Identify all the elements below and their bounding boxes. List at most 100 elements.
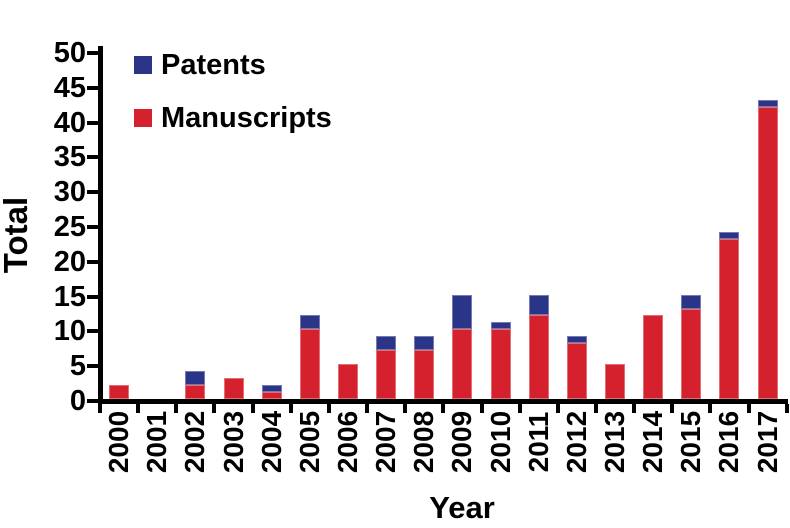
x-axis-tick-label: 2003 bbox=[217, 410, 249, 474]
y-axis-tick-label: 30 bbox=[53, 176, 86, 209]
bar-2006 bbox=[337, 364, 358, 399]
manuscripts-color-swatch bbox=[134, 109, 152, 127]
bar-2004 bbox=[261, 385, 282, 399]
bar-segment-manuscripts bbox=[719, 238, 740, 399]
bar-2007 bbox=[376, 336, 397, 399]
x-axis-tick bbox=[479, 404, 484, 413]
bar-2008 bbox=[414, 336, 435, 399]
x-axis-tick bbox=[746, 404, 751, 413]
x-axis-tick-label: 2012 bbox=[560, 410, 592, 474]
x-axis-tick bbox=[555, 404, 560, 413]
bar-segment-manuscripts bbox=[261, 392, 282, 399]
x-axis-tick bbox=[517, 404, 522, 413]
x-axis-tick bbox=[708, 404, 713, 413]
bar-segment-manuscripts bbox=[528, 315, 549, 399]
x-axis-tick bbox=[98, 404, 102, 413]
bar-2010 bbox=[490, 322, 511, 399]
y-axis-tick bbox=[87, 259, 99, 264]
bar-2015 bbox=[681, 294, 702, 399]
y-axis-tick bbox=[87, 85, 99, 90]
bar-segment-patents bbox=[452, 294, 473, 330]
x-axis-tick-label: 2001 bbox=[141, 410, 173, 474]
bar-segment-manuscripts bbox=[643, 315, 664, 399]
bar-segment-manuscripts bbox=[757, 106, 778, 399]
bar-segment-manuscripts bbox=[185, 385, 206, 399]
x-axis-tick-label: 2014 bbox=[637, 410, 669, 474]
y-axis-tick-label: 45 bbox=[53, 71, 86, 104]
x-axis-tick-label: 2011 bbox=[522, 411, 554, 473]
bar-segment-patents bbox=[185, 371, 206, 386]
y-axis-tick-label: 35 bbox=[53, 141, 86, 174]
bar-segment-patents bbox=[757, 99, 778, 107]
bar-segment-manuscripts bbox=[414, 350, 435, 399]
bar-segment-manuscripts bbox=[566, 343, 587, 399]
y-axis-tick bbox=[87, 120, 99, 125]
patents-color-swatch bbox=[134, 56, 152, 74]
y-axis-tick-label: 0 bbox=[69, 385, 86, 417]
legend-label-patents: Patents bbox=[161, 49, 266, 81]
x-axis-tick bbox=[326, 404, 331, 413]
bar-segment-manuscripts bbox=[337, 364, 358, 399]
x-axis-tick bbox=[136, 404, 141, 413]
y-axis-tick-label: 20 bbox=[53, 245, 86, 278]
y-axis-tick bbox=[87, 155, 99, 160]
y-axis-tick bbox=[87, 364, 99, 369]
bar-2014 bbox=[643, 315, 664, 399]
bar-segment-patents bbox=[528, 294, 549, 316]
y-axis-tick bbox=[87, 294, 99, 299]
y-axis-tick-label: 50 bbox=[53, 37, 86, 69]
bar-2003 bbox=[223, 378, 244, 399]
x-axis-tick-label: 2004 bbox=[255, 410, 287, 474]
x-axis-tick-label: 2015 bbox=[675, 410, 707, 474]
legend-item-manuscripts: Manuscripts bbox=[134, 102, 332, 134]
y-axis-tick-label: 40 bbox=[53, 106, 86, 139]
bar-2000 bbox=[109, 385, 130, 399]
x-axis-tick-label: 2006 bbox=[331, 410, 363, 474]
y-axis-tick-label: 5 bbox=[69, 350, 86, 383]
x-axis-tick bbox=[365, 404, 370, 413]
x-axis-tick bbox=[212, 404, 217, 413]
y-axis-tick bbox=[87, 399, 99, 403]
y-axis-line bbox=[98, 46, 103, 404]
x-axis-tick-label: 2016 bbox=[713, 410, 745, 474]
legend-label-manuscripts: Manuscripts bbox=[161, 102, 332, 134]
legend-item-patents: Patents bbox=[134, 49, 332, 81]
y-axis-tick bbox=[87, 329, 99, 334]
bar-2017 bbox=[757, 99, 778, 399]
x-axis-tick-label: 2007 bbox=[370, 410, 402, 474]
x-axis-tick bbox=[670, 404, 675, 413]
bar-segment-manuscripts bbox=[605, 364, 626, 399]
bar-2002 bbox=[185, 371, 206, 399]
x-axis-tick-label: 2000 bbox=[103, 410, 135, 474]
x-axis-tick bbox=[288, 404, 293, 413]
bar-segment-patents bbox=[261, 385, 282, 393]
y-axis-tick-label: 15 bbox=[53, 280, 86, 313]
bar-segment-manuscripts bbox=[223, 378, 244, 399]
bar-2013 bbox=[605, 364, 626, 399]
bar-segment-manuscripts bbox=[299, 329, 320, 399]
bar-segment-patents bbox=[490, 322, 511, 330]
bar-segment-patents bbox=[681, 294, 702, 309]
x-axis-title: Year bbox=[429, 490, 495, 525]
bar-segment-patents bbox=[299, 315, 320, 330]
bar-segment-manuscripts bbox=[681, 308, 702, 399]
x-axis-tick bbox=[250, 404, 255, 413]
bar-segment-manuscripts bbox=[490, 329, 511, 399]
x-axis-tick bbox=[593, 404, 598, 413]
bar-2011 bbox=[528, 294, 549, 399]
x-axis-tick-label: 2009 bbox=[446, 410, 478, 474]
y-axis-tick-label: 10 bbox=[53, 315, 86, 348]
bar-segment-patents bbox=[414, 336, 435, 351]
bar-2009 bbox=[452, 294, 473, 399]
y-axis-tick bbox=[87, 225, 99, 229]
bar-segment-patents bbox=[376, 336, 397, 351]
x-axis-line bbox=[98, 399, 788, 404]
y-axis-tick bbox=[87, 190, 99, 195]
x-axis-tick-label: 2005 bbox=[293, 410, 325, 474]
x-axis-tick bbox=[174, 404, 179, 413]
x-axis-tick-label: 2002 bbox=[179, 410, 211, 474]
bar-segment-patents bbox=[566, 336, 587, 344]
x-axis-tick bbox=[784, 404, 789, 413]
bar-segment-manuscripts bbox=[452, 329, 473, 399]
